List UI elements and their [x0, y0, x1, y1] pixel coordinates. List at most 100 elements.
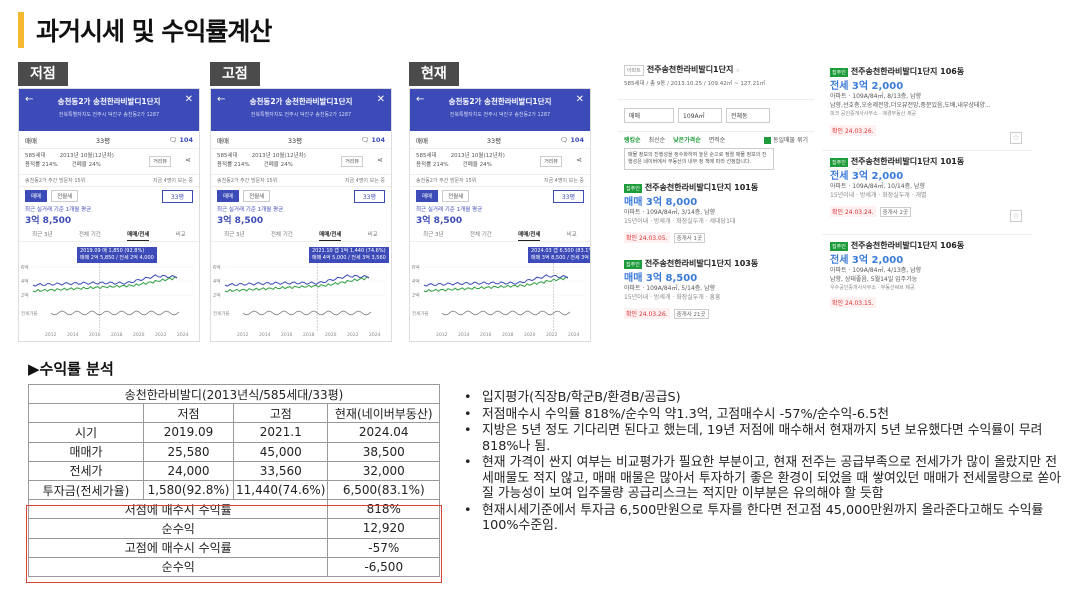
comment-count[interactable]: 🗨 104: [560, 135, 584, 144]
close-icon[interactable]: ✕: [184, 94, 193, 105]
chip-jeonse[interactable]: 전월세: [51, 190, 79, 202]
filter-trade[interactable]: 매매: [624, 108, 674, 123]
chip-sale[interactable]: 매매: [217, 190, 240, 202]
back-arrow-icon[interactable]: ←: [217, 94, 226, 105]
x-tick-label: 2022: [155, 332, 167, 338]
back-arrow-icon[interactable]: ←: [416, 94, 425, 105]
bullet-text: 현재시세기준에서 투자금 6,500만원으로 투자를 한다면 전고점 45,00…: [482, 502, 1044, 534]
table-cell: 32,000: [327, 460, 440, 481]
listing-date: 확인 24.03.05.: [624, 232, 670, 243]
size-select[interactable]: 33평: [95, 136, 111, 145]
listing-item[interactable]: 집주인 전주송천한라비발디1단지 101동 매매 3억 8,000 아파트 · 1…: [624, 182, 808, 243]
built-year: 2013년 10월(12년차): [450, 153, 505, 159]
price-chart: 6억 4억 2억 전세가율 2012 2014 2016 2018 2020 2022 2024 20…: [211, 239, 391, 341]
listing-item[interactable]: 집주인 전주송천한라비발디1단지 103동 매매 3억 8,500 아파트 · 1…: [624, 258, 808, 319]
share-icon[interactable]: ⋖: [377, 156, 383, 164]
section-title: ▶수익률 분석: [28, 360, 114, 378]
favorite-star-icon[interactable]: ☆: [1010, 132, 1022, 144]
agent-button[interactable]: 중개사 21곳: [673, 309, 709, 319]
chart-tab[interactable]: 최근 3년: [224, 232, 245, 238]
calc-row: 순수익 12,920: [27, 518, 440, 539]
checkbox-same[interactable]: [763, 136, 771, 144]
trade-type[interactable]: 매매: [416, 136, 428, 145]
filter-area[interactable]: 109A㎡: [678, 108, 722, 123]
chart-tab[interactable]: 비교: [566, 232, 577, 238]
back-arrow-icon[interactable]: ←: [25, 94, 34, 105]
bullet-text: 지방은 5년 정도 기다리면 된다고 했는데, 19년 저점에 매수해서 현재까…: [482, 423, 1043, 454]
listing-item[interactable]: 집주인 전주송천한라비발디1단지 106동 전세 3억 2,000 아파트 · 1…: [830, 66, 1026, 136]
chip-jeonse[interactable]: 전월세: [243, 190, 271, 202]
visitor-rank: 송천동2가 주간 방문자 15위: [217, 178, 278, 184]
sort-rank[interactable]: 랭킹순: [624, 136, 641, 144]
sort-price[interactable]: 낮은가격순: [673, 136, 701, 144]
x-tick-label: 2018: [111, 332, 123, 338]
street-view-button[interactable]: 거리뷰: [149, 156, 171, 167]
trade-type[interactable]: 매매: [25, 136, 37, 145]
viewers: 지금 4명이 보는 중: [543, 178, 584, 184]
period-label-low: 저점: [18, 62, 68, 86]
ratio-label: 전세가율: [412, 310, 429, 317]
chart-tab[interactable]: 매매/전세: [319, 230, 342, 241]
size-dropdown[interactable]: 33평: [552, 189, 584, 203]
share-icon[interactable]: ⋖: [576, 156, 582, 164]
chart-tab[interactable]: 최근 3년: [423, 232, 444, 238]
close-icon[interactable]: ✕: [376, 94, 385, 105]
size-select[interactable]: 33평: [287, 136, 303, 145]
calc-value: 12,920: [327, 518, 440, 539]
comment-count[interactable]: 🗨 104: [169, 135, 193, 144]
comment-count[interactable]: 🗨 104: [361, 135, 385, 144]
favorite-star-icon[interactable]: ☆: [1010, 210, 1022, 222]
avg-price: 3억 8,500: [217, 216, 264, 226]
share-icon[interactable]: ⋖: [185, 156, 191, 164]
size-dropdown[interactable]: 33평: [161, 189, 193, 203]
chart-tab[interactable]: 전체 기간: [78, 232, 101, 238]
viewers: 지금 4명이 보는 중: [344, 178, 385, 184]
listing-price: 전세 3억 2,000: [830, 81, 904, 92]
filter-dong[interactable]: 전체동: [726, 108, 770, 123]
complex-name[interactable]: 전주송천한라비발디1단지: [646, 65, 734, 74]
calc-label: 순수익: [27, 556, 329, 577]
x-tick-label: 2012: [237, 332, 249, 338]
app-header: ← 송천동2가 송천한라비발디1단지 ✕ 전북특별자치도 전주시 덕진구 송천동2가 …: [410, 89, 590, 131]
agent-button[interactable]: 중개사 1곳: [673, 233, 706, 243]
star-icon[interactable]: ☆: [735, 68, 741, 74]
chip-jeonse[interactable]: 전월세: [442, 190, 470, 202]
size-dropdown[interactable]: 33평: [353, 189, 385, 203]
bullet-item: • 현재 가격이 싼지 여부는 비교평가가 필요한 부분이고, 현재 전주는 공급…: [464, 455, 1064, 502]
bullet-text: 저점매수시 수익률 818%/순수익 약1.3억, 고점매수시 -57%/순수익…: [482, 406, 890, 422]
listing-agent-line: 피크 공인중개사사무소 · 매경부동산 제공: [830, 111, 917, 117]
listing-name: 전주송천한라비발디1단지 106동: [850, 67, 965, 76]
chip-sale[interactable]: 매매: [25, 190, 48, 202]
table-cell: 45,000: [232, 441, 329, 462]
close-icon[interactable]: ✕: [575, 94, 584, 105]
street-view-button[interactable]: 거리뷰: [341, 156, 363, 167]
sale-series-line: [32, 274, 178, 287]
agent-button[interactable]: 중개사 2곳: [879, 207, 912, 217]
y-tick-label: 2억: [412, 292, 420, 299]
avg-label: 최근 실거래 기준 1개월 평균: [416, 207, 483, 213]
listing-name: 전주송천한라비발디1단지 101동: [850, 157, 965, 166]
chart-tab[interactable]: 매매/전세: [127, 230, 150, 241]
listing-item[interactable]: 집주인 전주송천한라비발디1단지 101동 전세 3억 2,000 아파트 · 1…: [830, 156, 1026, 217]
address: 전북특별자치도 전주시 덕진구 송천동2가 1287: [449, 112, 551, 118]
chart-tab[interactable]: 매매/전세: [518, 230, 541, 241]
listing-item[interactable]: 집주인 전주송천한라비발디1단지 106동 전세 3억 2,000 아파트 · 1…: [830, 240, 1026, 308]
listing-date: 확인 24.03.15.: [830, 297, 876, 308]
table-cell: 2024.04: [327, 422, 440, 443]
chart-tab[interactable]: 최근 3년: [32, 232, 53, 238]
size-select[interactable]: 33평: [486, 136, 502, 145]
chip-sale[interactable]: 매매: [416, 190, 439, 202]
y-tick-label: 4억: [213, 278, 221, 285]
trade-type[interactable]: 매매: [217, 136, 229, 145]
chart-tab[interactable]: 전체 기간: [270, 232, 293, 238]
chart-tab[interactable]: 전체 기간: [469, 232, 492, 238]
sort-latest[interactable]: 최신순: [648, 136, 666, 144]
chart-tab[interactable]: 비교: [175, 232, 186, 238]
street-view-button[interactable]: 거리뷰: [540, 156, 562, 167]
chart-tab[interactable]: 비교: [367, 232, 378, 238]
sort-area[interactable]: 면적순: [708, 136, 726, 144]
address: 전북특별자치도 전주시 덕진구 송천동2가 1287: [58, 112, 160, 118]
highlight-box: [26, 505, 442, 583]
